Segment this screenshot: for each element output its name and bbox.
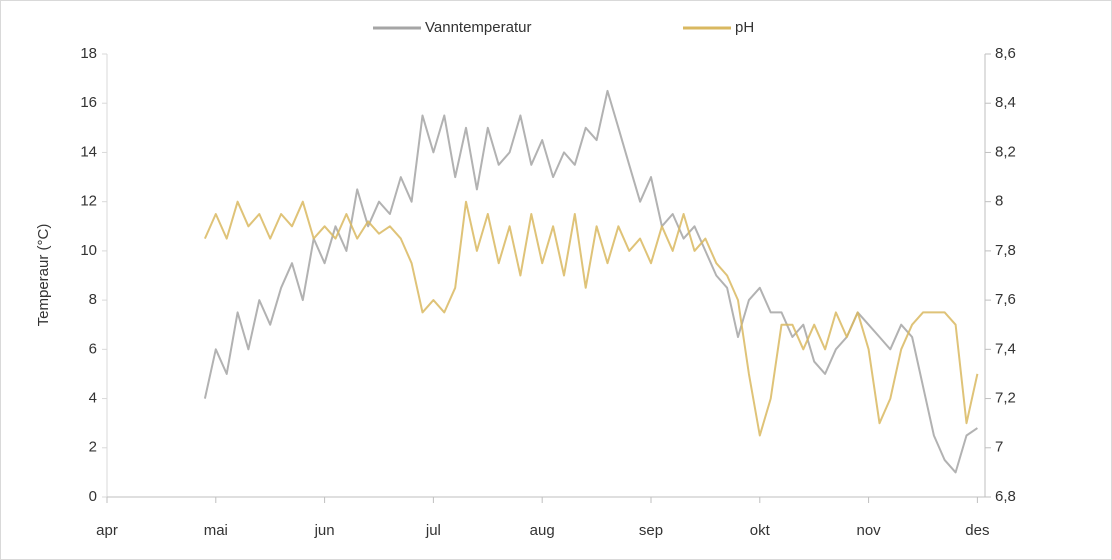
x-tick-label: okt [750,522,771,539]
y-tick-label: 16 [80,94,97,111]
x-tick-label: aug [530,522,555,539]
series-line [203,200,979,437]
x-tick-label: des [965,522,989,539]
y-tick-label: 14 [80,143,97,160]
legend-label: Vanntemperatur [425,19,531,36]
y-tick-label: 4 [89,390,97,407]
x-tick-label: jun [314,522,335,539]
y-tick-label: 6 [89,340,97,357]
y2-tick-label: 8 [995,193,1003,210]
y-tick-label: 0 [89,488,97,505]
y-tick-label: 12 [80,193,97,210]
x-tick-label: nov [856,522,881,539]
x-tick-label: apr [96,522,118,539]
y-tick-label: 18 [80,45,97,62]
y2-tick-label: 8,6 [995,45,1016,62]
y2-tick-label: 7 [995,439,1003,456]
legend-label: pH [735,19,754,36]
y-tick-label: 8 [89,291,97,308]
y2-tick-label: 7,4 [995,340,1016,357]
y2-tick-label: 8,4 [995,94,1016,111]
y-axis-label: Temperaur (°C) [35,224,52,327]
y2-tick-label: 6,8 [995,488,1016,505]
y-tick-label: 10 [80,242,97,259]
y2-tick-label: 7,6 [995,291,1016,308]
x-tick-label: sep [639,522,663,539]
y2-tick-label: 7,2 [995,390,1016,407]
x-tick-label: mai [204,522,228,539]
y-tick-label: 2 [89,439,97,456]
y2-tick-label: 8,2 [995,143,1016,160]
y2-tick-label: 7,8 [995,242,1016,259]
x-tick-label: jul [425,522,441,539]
